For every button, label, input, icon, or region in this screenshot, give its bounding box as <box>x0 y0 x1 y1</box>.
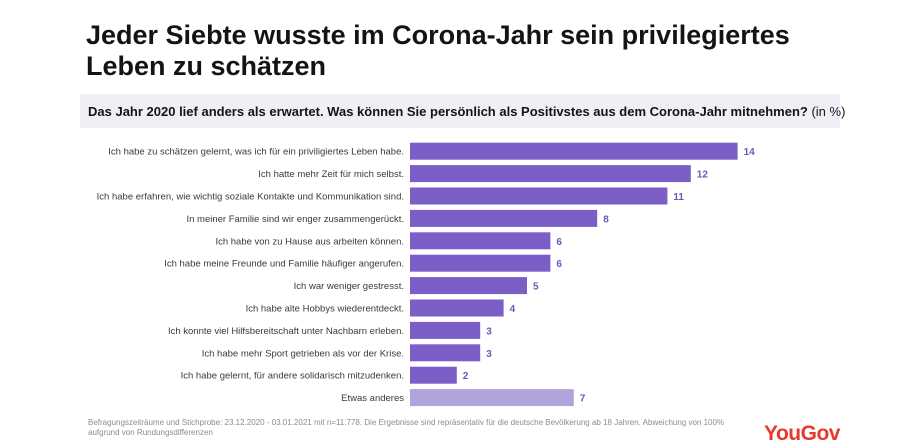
bar <box>410 165 691 183</box>
category-label: Etwas anderes <box>341 393 404 404</box>
chart-title: Jeder Siebte wusste im Corona-Jahr sein … <box>86 20 790 81</box>
value-label: 11 <box>673 192 684 203</box>
bar <box>410 232 551 250</box>
category-label: Ich habe alte Hobbys wiederentdeckt. <box>246 304 404 315</box>
bar <box>410 321 481 339</box>
bar <box>410 366 457 384</box>
bar <box>410 344 481 362</box>
value-label: 14 <box>744 147 756 158</box>
question-bold: Das Jahr 2020 lief anders als erwartet. … <box>88 104 808 119</box>
bar <box>410 277 527 295</box>
category-label: Ich hatte mehr Zeit für mich selbst. <box>258 169 404 180</box>
bar <box>410 254 551 272</box>
category-label: Ich habe gelernt, für andere solidarisch… <box>181 371 404 382</box>
category-label: Ich habe mehr Sport getrieben als vor de… <box>202 348 404 359</box>
category-label: Ich habe zu schätzen gelernt, was ich fü… <box>108 147 404 158</box>
value-label: 2 <box>463 371 469 382</box>
value-label: 3 <box>486 349 492 360</box>
bar-chart: Ich habe zu schätzen gelernt, was ich fü… <box>97 142 756 407</box>
value-label: 8 <box>603 214 609 225</box>
bar <box>410 142 738 160</box>
value-label: 4 <box>510 304 516 315</box>
unit-label: (in %) <box>811 104 846 119</box>
value-label: 6 <box>556 237 562 248</box>
bar <box>410 389 574 407</box>
value-label: 6 <box>556 259 562 270</box>
value-label: 5 <box>533 282 539 293</box>
category-label: Ich konnte viel Hilfsbereitschaft unter … <box>168 326 404 337</box>
footnote: Befragungszeiträume und Stichprobe: 23.1… <box>88 418 725 437</box>
yougov-logo: YouGov <box>764 422 840 445</box>
value-label: 7 <box>580 394 586 405</box>
category-label: Ich habe von zu Hause aus arbeiten könne… <box>215 236 404 247</box>
category-label: Ich habe meine Freunde und Familie häufi… <box>164 259 404 270</box>
bar <box>410 299 504 317</box>
bar <box>410 209 598 227</box>
value-label: 12 <box>697 170 709 181</box>
question-banner: Das Jahr 2020 lief anders als erwartet. … <box>80 94 845 128</box>
value-label: 3 <box>486 326 492 337</box>
category-label: In meiner Familie sind wir enger zusamme… <box>186 214 404 225</box>
category-label: Ich habe erfahren, wie wichtig soziale K… <box>97 192 404 203</box>
question-text: Das Jahr 2020 lief anders als erwartet. … <box>88 104 845 119</box>
category-label: Ich war weniger gestresst. <box>294 281 404 292</box>
bar <box>410 187 668 205</box>
